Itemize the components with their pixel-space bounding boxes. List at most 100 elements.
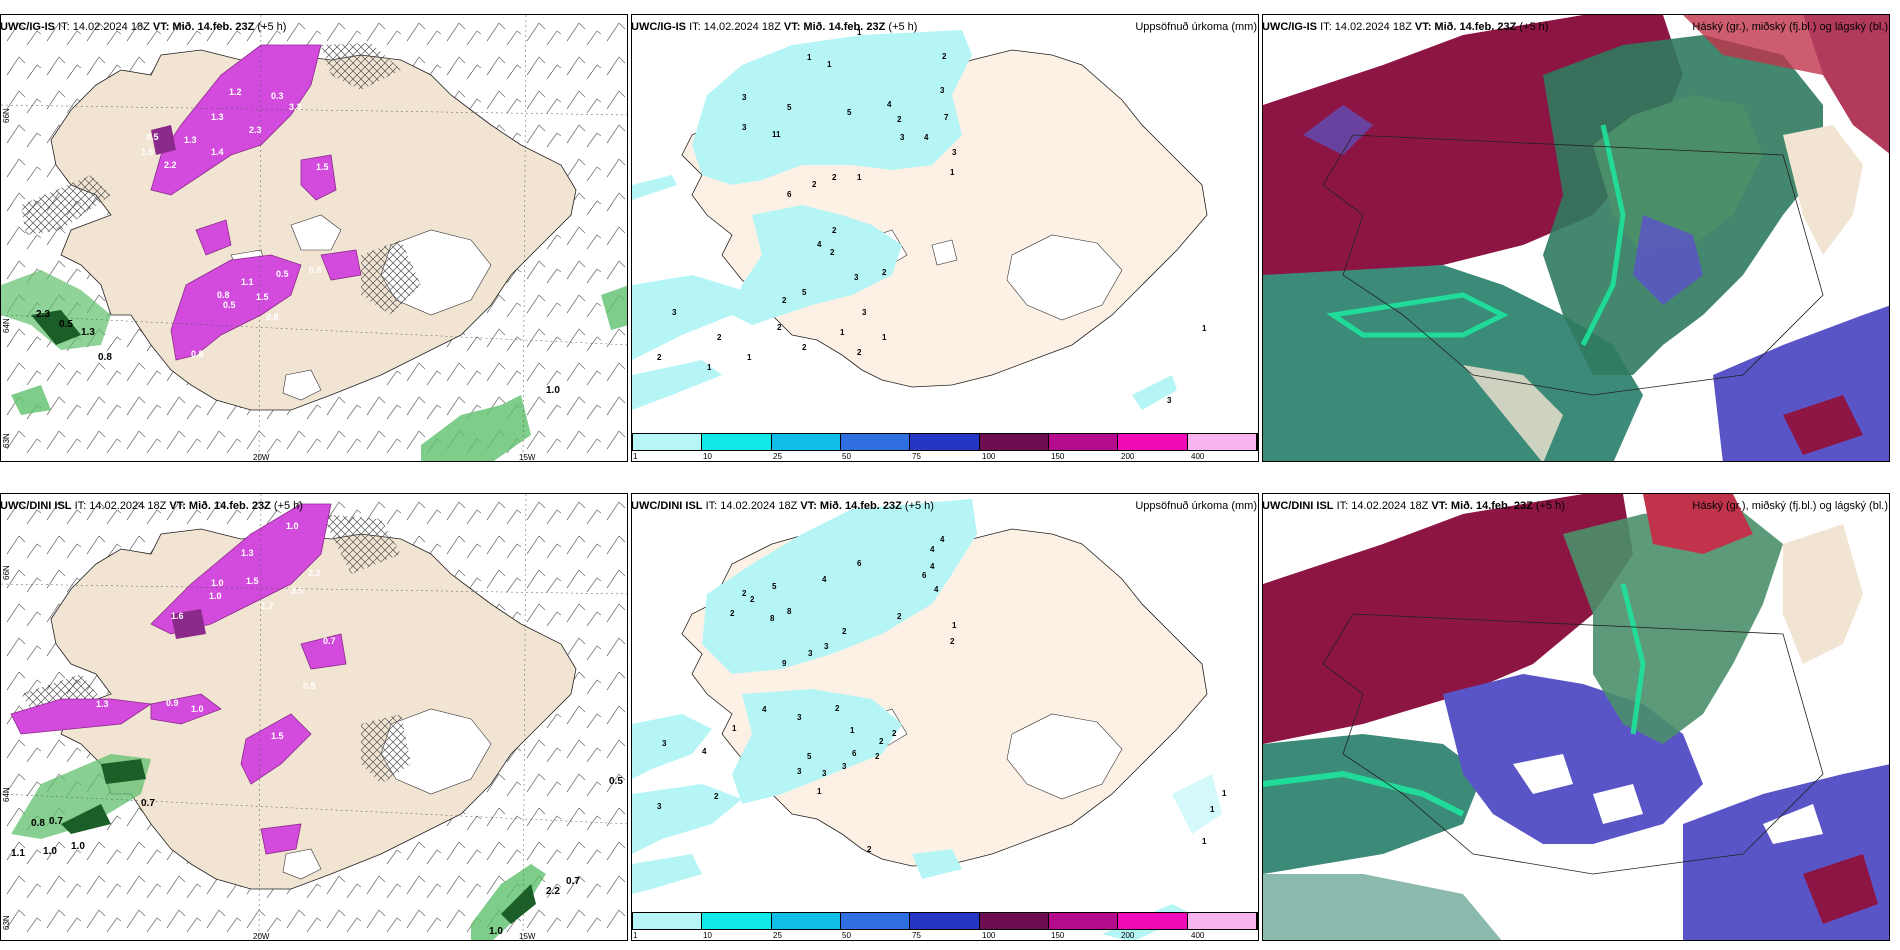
- wind-label: 0.5: [609, 776, 623, 787]
- colorbar-label: 75: [912, 452, 921, 461]
- precip-value: 5: [847, 108, 852, 117]
- precip-value: 2: [897, 612, 902, 621]
- colorbar-swatch: [1118, 913, 1188, 929]
- colorbar-swatch: [840, 434, 911, 450]
- valid-time: Mið. 14.feb. 23Z: [1434, 21, 1517, 33]
- model-name: UWC/DINI ISL: [1262, 500, 1334, 512]
- wind-label: 2.2: [546, 886, 560, 897]
- wind-label: 1.0: [286, 521, 299, 531]
- precip-value: 4: [930, 562, 935, 571]
- init-time: IT: 14.02.2024 18Z: [689, 21, 781, 33]
- colorbar-swatch: [633, 434, 703, 450]
- lead-time: (+5 h): [257, 21, 287, 33]
- precip-value: 11: [772, 130, 781, 139]
- wind-label: 0.5: [146, 132, 159, 142]
- wind-label: 1.5: [256, 292, 269, 302]
- panel-cloud-dini: [1262, 493, 1890, 941]
- precip-value: 2: [832, 173, 837, 182]
- precip-value: 1: [840, 328, 845, 337]
- precip-value: 4: [924, 133, 929, 142]
- wind-label: 1.3: [241, 548, 254, 558]
- precip-value: 1: [807, 53, 812, 62]
- valid-time: Mið. 14.feb. 23Z: [819, 500, 902, 512]
- panel-accum-precip-ig-is: 1 1 1 2 3 3 5 4 2 3 11 5 4 7 3 3 1 6 2 1…: [631, 14, 1259, 462]
- colorbar-label: 150: [1051, 452, 1065, 461]
- precip-value: 1: [952, 621, 957, 630]
- precip-value: 4: [887, 100, 892, 109]
- colorbar-swatch: [1118, 434, 1188, 450]
- model-name: UWC/IG-IS: [0, 21, 55, 33]
- precip-value: 1: [857, 28, 862, 37]
- precip-value: 3: [900, 133, 905, 142]
- precip-value: 5: [802, 288, 807, 297]
- colorbar-label: 200: [1121, 452, 1135, 461]
- colorbar-label: 50: [842, 452, 851, 461]
- lon-label-15: 15W: [519, 453, 536, 462]
- precip-value: 2: [832, 226, 837, 235]
- precip-value: 2: [950, 637, 955, 646]
- precip-value: 1: [817, 787, 822, 796]
- precip-value: 6: [857, 559, 862, 568]
- wind-label: 1.1: [11, 848, 25, 859]
- colorbar-label: 50: [842, 931, 851, 940]
- map-cloud-ig-is: [1263, 15, 1889, 461]
- wind-label: 1.1: [241, 277, 254, 287]
- precip-value: 3: [952, 148, 957, 157]
- valid-time: Mið. 14.feb. 23Z: [1450, 500, 1533, 512]
- wind-label: 0.8: [266, 312, 279, 322]
- precip-value: 1: [882, 333, 887, 342]
- precip-value: 1: [857, 173, 862, 182]
- colorbar-label: 400: [1191, 931, 1205, 940]
- precip-value: 4: [762, 705, 767, 714]
- vt-label: VT:: [1414, 21, 1432, 33]
- panel-subtitle: Uppsöfnuð úrkoma (mm): [1135, 21, 1257, 33]
- lat-label-66: 66N: [2, 108, 11, 123]
- precip-value: 2: [942, 52, 947, 61]
- panel-wind-precip-dini: 1.0 1.3 1.0 1.5 2.2 3.5 1.6 1.7 1.0 0.7 …: [0, 493, 628, 941]
- precip-value: 5: [807, 752, 812, 761]
- wind-label: 1.0: [211, 578, 224, 588]
- wind-label: 1.0: [71, 841, 85, 852]
- precip-value: 2: [835, 704, 840, 713]
- wind-label: 0.8: [217, 290, 230, 300]
- wind-label: 2.2: [308, 568, 321, 578]
- precip-value: 1: [747, 353, 752, 362]
- colorbar-label: 1: [633, 931, 638, 940]
- lead-time: (+5 h): [1519, 21, 1549, 33]
- panel-subtitle: Háský (gr.), miðský (fj.bl.) og lágský (…: [1692, 500, 1888, 512]
- wind-label: 0.8: [309, 265, 322, 275]
- vt-label: VT:: [169, 500, 186, 512]
- precip-value: 3: [940, 86, 945, 95]
- map-cloud-dini: [1263, 494, 1889, 940]
- vt-label: VT:: [152, 21, 170, 33]
- map-wind-precip-ig-is: 1.2 1.3 1.3 0.3 2.3 3.3 1.6 0.5 2.2 1.4 …: [1, 15, 627, 462]
- lat-label-64: 64N: [2, 318, 11, 333]
- precip-value: 2: [730, 609, 735, 618]
- precip-value: 9: [782, 659, 787, 668]
- precip-value: 3: [797, 713, 802, 722]
- precip-value: 3: [797, 767, 802, 776]
- colorbar-bottom: [632, 912, 1258, 930]
- precip-value: 2: [897, 115, 902, 124]
- title-row2-col1: UWC/DINI ISL IT: 14.02.2024 18Z VT: Mið.…: [0, 500, 630, 516]
- precip-value: 5: [772, 582, 777, 591]
- precip-value: 4: [702, 747, 707, 756]
- precip-value: 6: [922, 571, 927, 580]
- precip-value: 1: [950, 168, 955, 177]
- colorbar-label: 100: [982, 452, 996, 461]
- precip-value: 5: [787, 103, 792, 112]
- vt-label: VT:: [800, 500, 817, 512]
- colorbar-label: 25: [773, 452, 782, 461]
- init-time: IT: 14.02.2024 18Z: [1320, 21, 1412, 33]
- wind-label: 0.5: [276, 269, 289, 279]
- colorbar-swatch: [1048, 913, 1119, 929]
- precip-value: 2: [742, 589, 747, 598]
- wind-label: 1.4: [211, 147, 224, 157]
- colorbar-label: 100: [982, 931, 996, 940]
- colorbar-swatch: [1187, 913, 1257, 929]
- wind-label: 1.0: [191, 704, 204, 714]
- title-row1-col1: UWC/IG-IS IT: 14.02.2024 18Z VT: Mið. 14…: [0, 21, 630, 37]
- precip-value: 2: [812, 180, 817, 189]
- precip-value: 4: [817, 240, 822, 249]
- wind-label: 1.6: [171, 611, 184, 621]
